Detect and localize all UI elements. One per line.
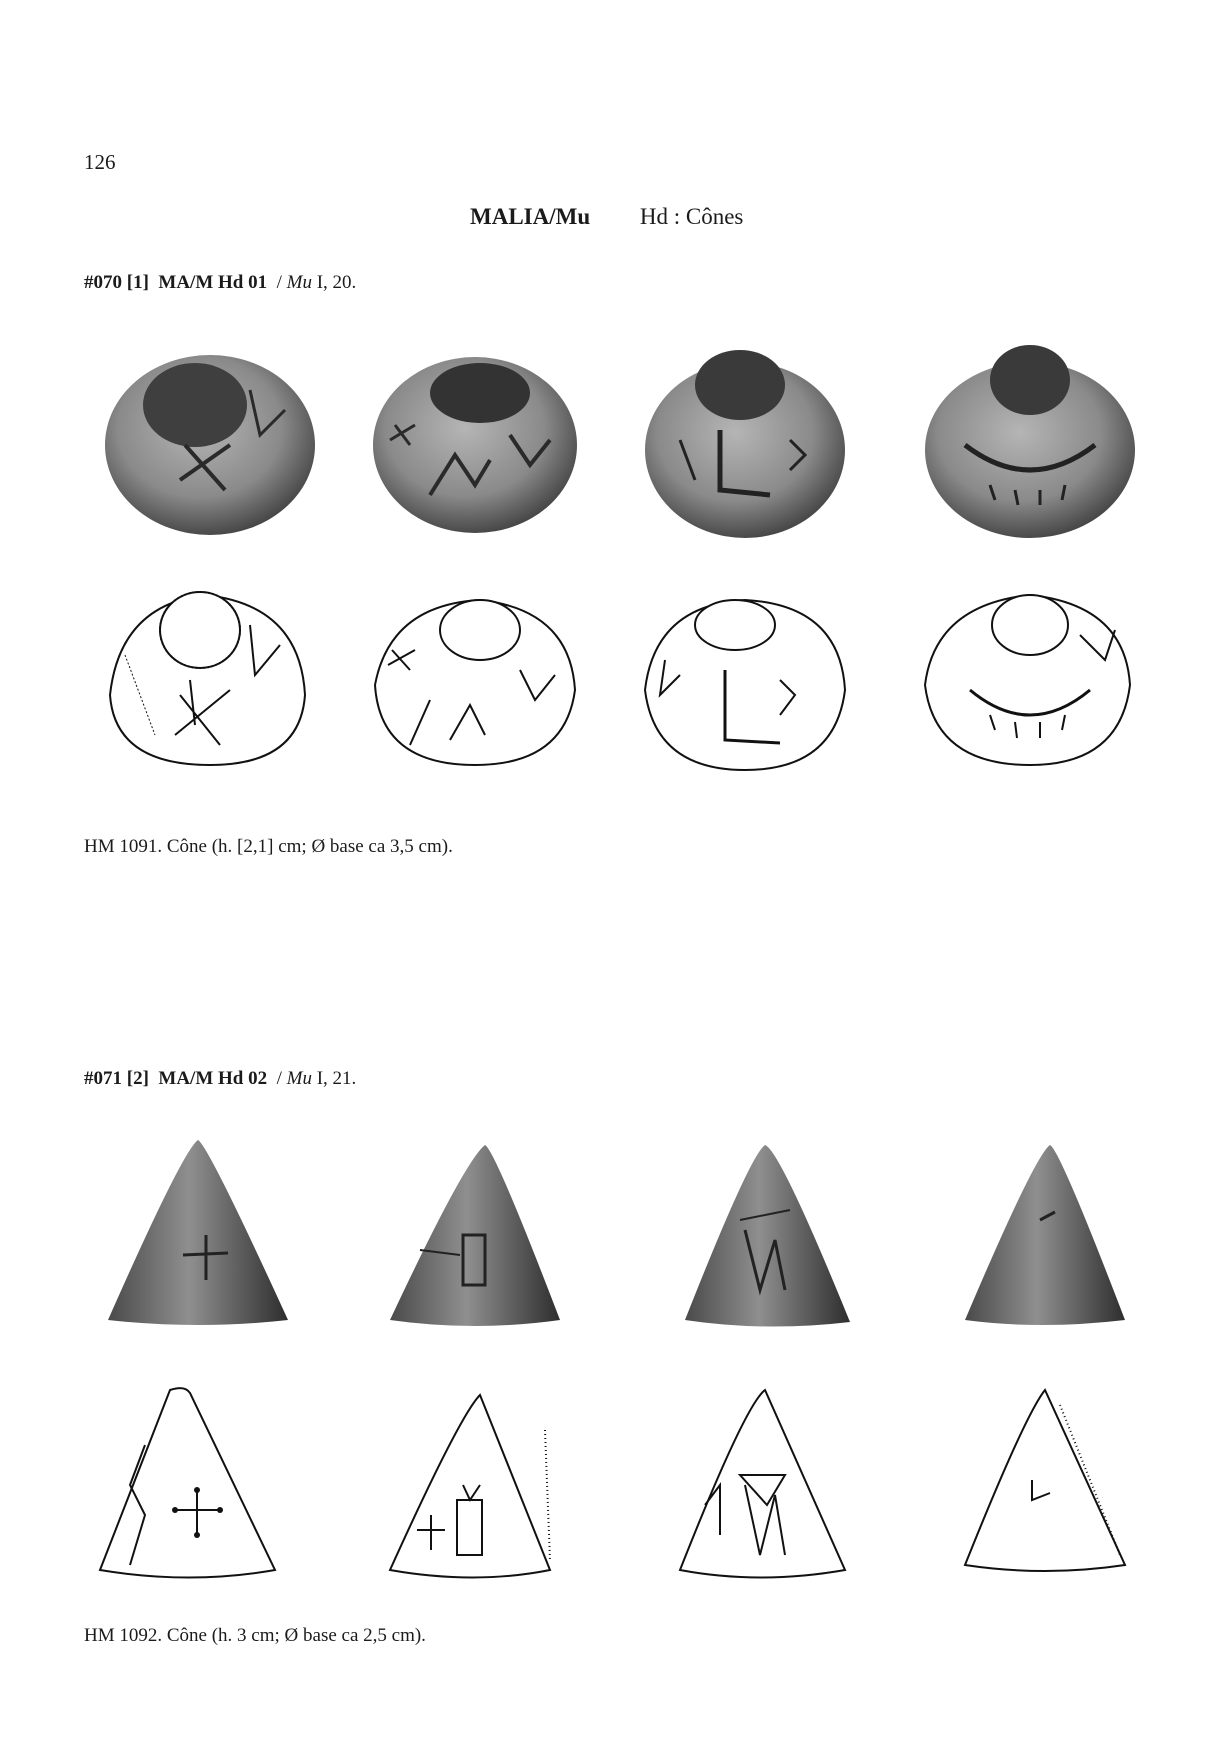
entry-ref-prefix: / <box>276 272 282 293</box>
cone-drawing-1b <box>373 598 577 767</box>
cone-drawing-2b <box>388 1393 552 1579</box>
header-site: MALIA/Mu <box>470 204 591 229</box>
entry-ref-rest: I, 21. <box>316 1068 357 1089</box>
entry-ref-italic: Mu <box>286 272 312 293</box>
cone-drawing-1a <box>108 591 307 767</box>
entry-number: [2] <box>126 1068 149 1089</box>
figure-caption-071: HM 1092. Cône (h. 3 cm; Ø base ca 2,5 cm… <box>84 1625 426 1646</box>
entry-designation: MA/M Hd 01 <box>158 272 268 293</box>
entry-ref-rest: I, 20. <box>316 272 357 293</box>
cone-drawing-2d <box>963 1388 1127 1572</box>
header-category: Hd : Cônes <box>639 204 744 229</box>
entry-id: #071 <box>84 1068 122 1089</box>
figure-caption-070: HM 1091. Cône (h. [2,1] cm; Ø base ca 3,… <box>84 836 453 857</box>
cone-photo-1a <box>105 355 315 535</box>
entry-ref-italic: Mu <box>286 1068 312 1089</box>
cone-photo-2c <box>685 1145 850 1327</box>
running-header: MALIA/Mu Hd : Cônes <box>470 204 743 230</box>
cone-drawing-2c <box>678 1388 847 1579</box>
cone-photo-1d <box>925 345 1135 538</box>
cone-photo-2a <box>108 1140 288 1325</box>
cone-photo-1c <box>645 350 845 538</box>
page-number: 126 <box>84 150 116 174</box>
entry-title-071: #071 [2] MA/M Hd 02 / Mu I, 21. <box>84 1068 356 1090</box>
cone-drawing-2a <box>98 1387 277 1579</box>
cone-photo-1b <box>373 357 577 533</box>
cone-photo-2d <box>965 1145 1125 1325</box>
entry-number: [1] <box>126 272 149 293</box>
cone-drawing-1c <box>643 598 847 772</box>
entry-designation: MA/M Hd 02 <box>158 1068 268 1089</box>
entry-ref-prefix: / <box>276 1068 282 1089</box>
entry-title-070: #070 [1] MA/M Hd 01 / Mu I, 20. <box>84 272 356 294</box>
cone-drawing-1d <box>923 593 1132 767</box>
cone-photo-2b <box>390 1145 560 1326</box>
entry-id: #070 <box>84 272 122 293</box>
